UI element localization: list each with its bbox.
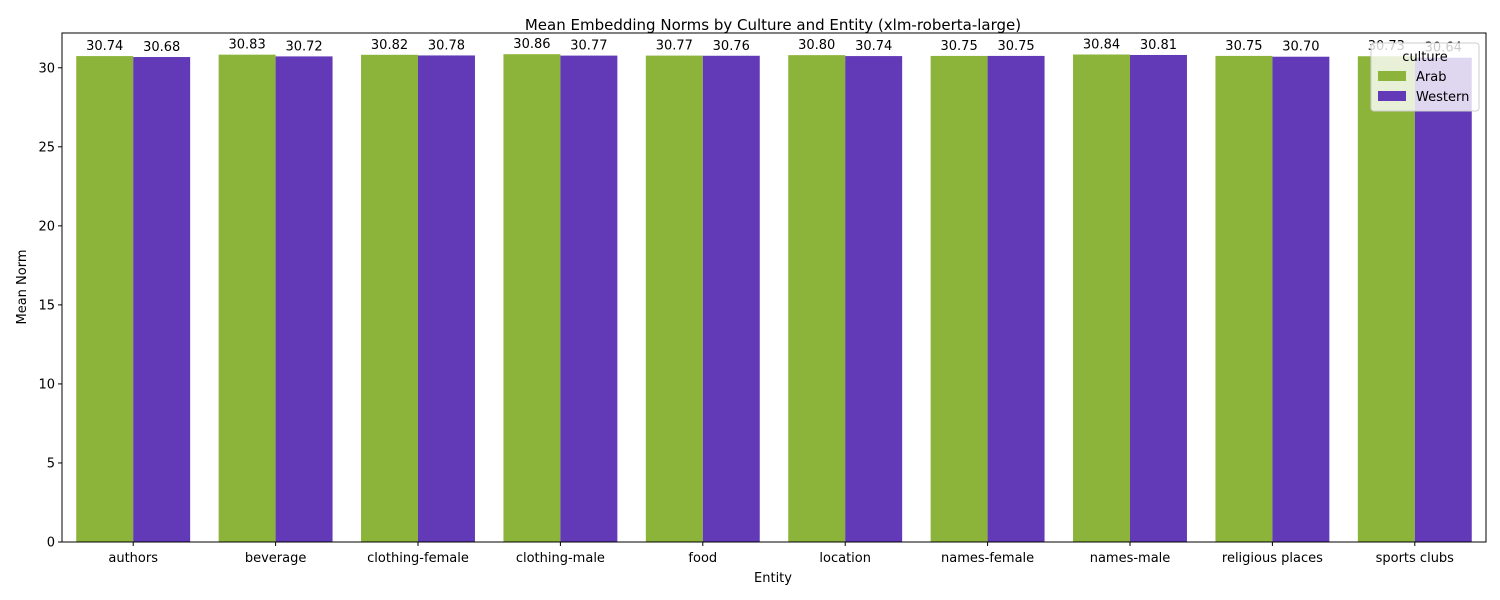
plot-frame [61,32,1487,543]
x-tick-label: clothing-female [367,551,469,566]
bar-western [133,57,191,542]
bar-arab [1215,55,1273,543]
bar-value-label: 30.75 [997,39,1034,54]
y-tick-label: 15 [38,298,55,313]
x-tick-label: food [688,551,717,566]
y-tick-label: 25 [38,140,55,155]
bar-value-label: 30.82 [371,38,408,53]
legend-swatch-arab [1378,71,1406,81]
bar-value-label: 30.77 [570,39,607,54]
bar-arab [218,54,276,542]
x-axis: authors beverage clothing-female clothing-m… [108,542,1454,566]
bar-western [1414,57,1472,542]
bar-value-label: 30.68 [143,40,180,55]
legend-title: culture [1402,50,1447,65]
y-axis: 0 5 10 15 20 25 30 [38,61,62,551]
bar-arab [1073,54,1130,542]
bar-western [560,55,618,542]
bar-arab [361,54,418,543]
bar-arab [1357,56,1415,543]
x-tick-label: clothing-male [516,551,605,566]
x-tick-label: sports clubs [1376,551,1455,566]
y-tick-label: 30 [38,61,55,76]
bar-value-label: 30.83 [229,38,266,53]
bar-arab [76,56,134,542]
bar-arab [788,55,846,542]
legend: culture Arab Western [1370,42,1480,112]
x-axis-label: Entity [754,571,792,586]
bar-value-label: 30.84 [1083,38,1120,53]
bar-value-label: 30.77 [656,39,693,54]
bar-value-label: 30.76 [713,39,750,54]
bar-western [1272,56,1330,543]
y-axis-label: Mean Norm [15,249,30,324]
bar-western [987,55,1045,543]
bar-western [702,55,760,542]
bar-western [418,55,475,542]
bar-value-label: 30.74 [855,39,892,54]
bar-arab [930,55,988,543]
bar-western [845,56,903,542]
x-tick-label: names-male [1090,551,1171,566]
bars-group [76,54,1472,543]
bar-value-label: 30.74 [86,39,123,54]
y-tick-label: 20 [38,219,55,234]
bar-value-label: 30.75 [1225,39,1262,54]
bar-value-label: 30.78 [428,38,465,53]
bar-value-label: 30.86 [513,37,550,52]
bar-value-label: 30.80 [798,38,835,53]
bar-arab [645,55,703,542]
legend-label-western: Western [1416,90,1469,105]
y-tick-label: 0 [47,536,55,551]
bar-western [1130,54,1187,542]
bar-value-label: 30.70 [1282,40,1319,55]
legend-swatch-western [1378,91,1406,101]
y-tick-label: 5 [47,456,55,471]
x-tick-label: authors [108,551,158,566]
bar-arab [503,54,561,543]
bar-value-label: 30.72 [285,39,322,54]
y-tick-label: 10 [38,377,55,392]
x-tick-label: names-female [941,551,1034,566]
x-tick-label: location [819,551,871,566]
bar-western [275,56,333,543]
legend-label-arab: Arab [1416,70,1446,85]
bar-value-label: 30.81 [1140,38,1177,53]
chart-title: Mean Embedding Norms by Culture and Enti… [525,16,1021,34]
x-tick-label: beverage [245,551,307,566]
x-tick-label: religious places [1222,551,1323,566]
bar-labels-group: 30.74 30.68 30.83 30.72 30.82 30.78 30.86 30.77… [86,37,1462,55]
bar-value-label: 30.75 [941,39,978,54]
